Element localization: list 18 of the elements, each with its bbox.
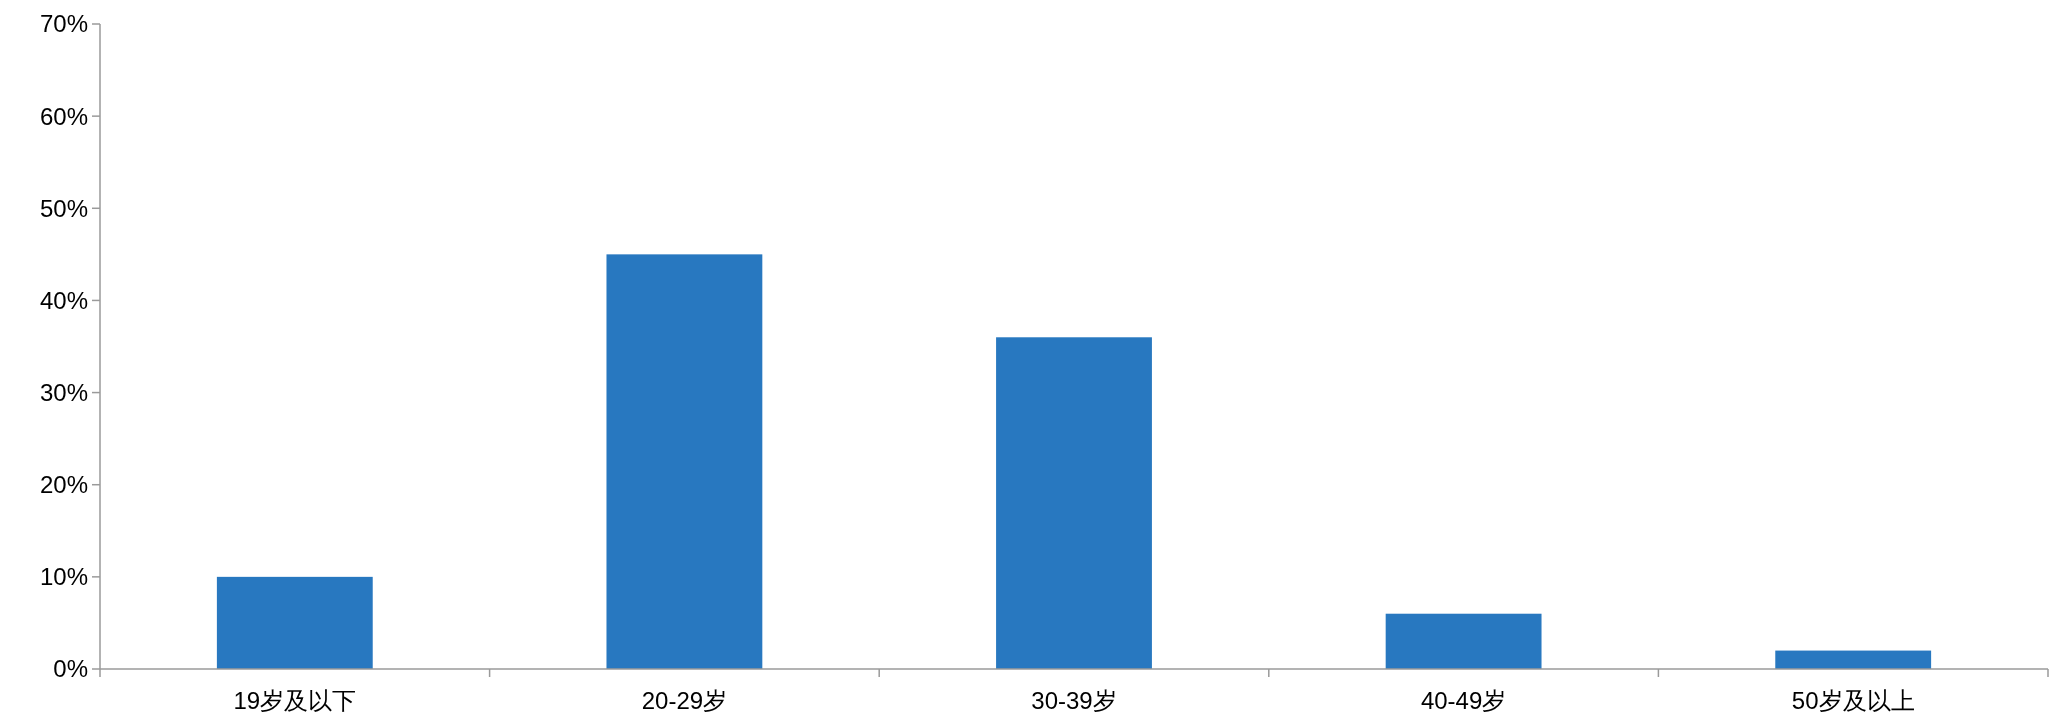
x-tick-label: 19岁及以下 [233,687,357,714]
y-tick-label: 40% [39,286,88,314]
bar [606,254,763,669]
y-tick-label: 30% [39,378,88,406]
x-tick-label: 50岁及以上 [1791,687,1915,714]
bar [216,576,373,669]
y-tick-label: 10% [39,563,88,591]
x-tick-label: 40-49岁 [1420,687,1507,714]
x-tick-label: 20-29岁 [641,687,728,714]
y-tick-label: 60% [39,102,88,130]
y-tick-label: 0% [53,655,88,683]
bar [1385,613,1542,669]
y-tick-label: 20% [39,471,88,499]
bar [1775,650,1932,669]
x-tick-label: 30-39岁 [1031,687,1117,714]
y-tick-label: 70% [39,10,88,38]
bar [996,337,1152,669]
y-tick-label: 50% [39,194,88,222]
